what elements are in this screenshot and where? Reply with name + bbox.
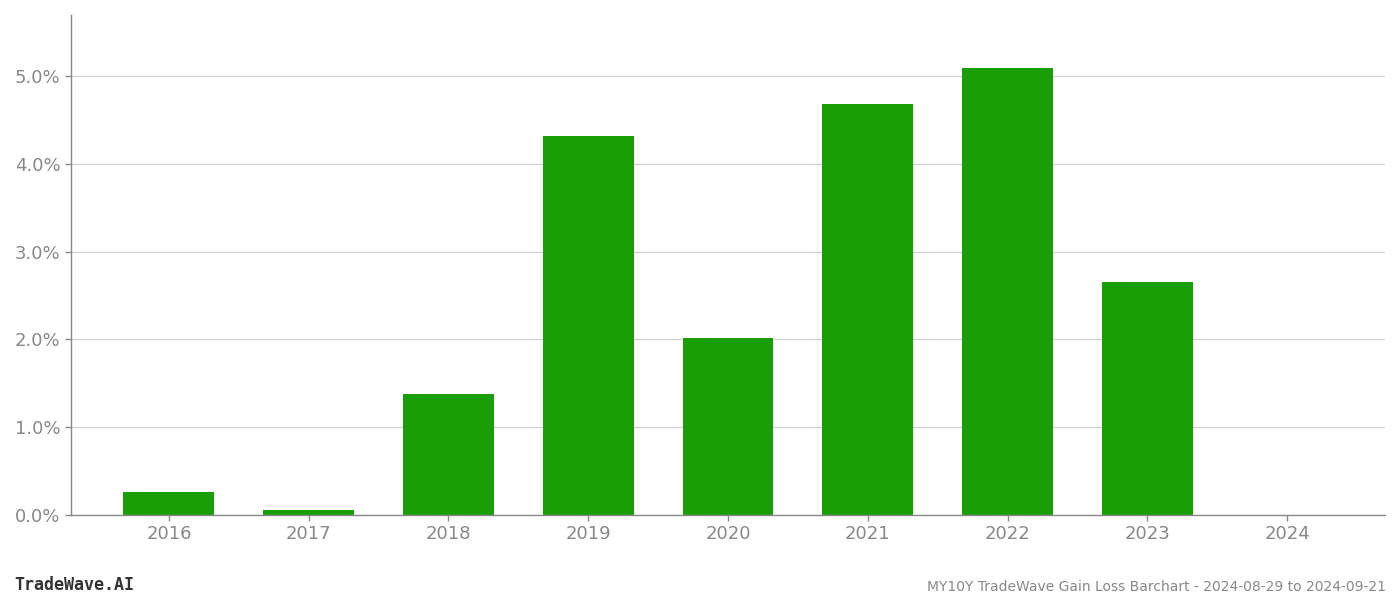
Bar (543, 136, 634, 515)
Text: MY10Y TradeWave Gain Loss Barchart - 2024-08-29 to 2024-09-21: MY10Y TradeWave Gain Loss Barchart - 202… (927, 580, 1386, 594)
Bar (962, 68, 1053, 515)
Text: TradeWave.AI: TradeWave.AI (14, 576, 134, 594)
Bar (403, 394, 494, 515)
Bar (263, 510, 354, 515)
Bar (822, 104, 913, 515)
Bar (683, 338, 773, 515)
Bar (1102, 283, 1193, 515)
Bar (123, 492, 214, 515)
